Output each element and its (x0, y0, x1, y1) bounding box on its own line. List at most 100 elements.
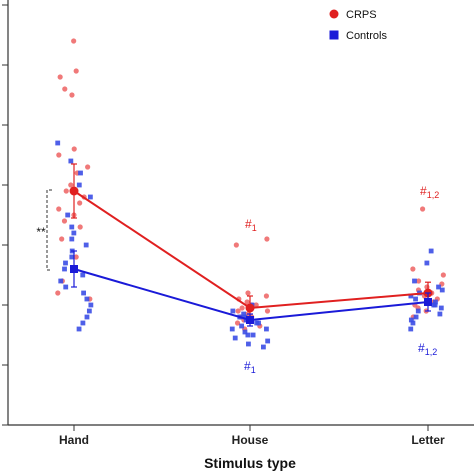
data-point-controls (76, 326, 82, 332)
data-point-crps (410, 266, 416, 272)
data-point-controls (58, 278, 64, 284)
x-tick-label-letter: Letter (411, 433, 445, 447)
mean-marker-controls (70, 265, 78, 273)
data-point-controls (239, 323, 245, 329)
data-point-controls (76, 182, 82, 188)
data-point-crps (77, 200, 83, 206)
data-point-controls (63, 284, 69, 290)
data-point-crps (420, 206, 426, 212)
data-point-controls (69, 254, 75, 260)
data-point-controls (408, 293, 414, 299)
legend-label-crps: CRPS (346, 9, 377, 21)
data-point-controls (65, 212, 71, 218)
legend-label-controls: Controls (346, 30, 387, 42)
line-layer (69, 163, 433, 327)
data-point-crps (85, 164, 91, 170)
data-point-crps (263, 293, 270, 299)
mean-marker-controls (246, 316, 254, 324)
data-point-controls (413, 314, 419, 320)
data-point-controls (250, 332, 256, 338)
x-tick-label-hand: Hand (59, 433, 89, 447)
data-point-crps (233, 242, 239, 248)
data-point-crps (69, 92, 75, 98)
mean-marker-controls (424, 298, 432, 306)
data-point-controls (81, 290, 86, 296)
data-point-crps (63, 188, 69, 194)
data-point-controls (415, 308, 421, 314)
house-crps-annotation: #1 (245, 217, 257, 233)
data-point-crps (57, 74, 63, 80)
data-point-controls (264, 326, 269, 332)
data-point-controls (437, 311, 443, 317)
data-point-crps (56, 152, 62, 158)
data-point-crps (244, 299, 250, 305)
data-point-controls (84, 296, 90, 302)
data-point-controls (424, 260, 430, 266)
data-point-crps (68, 182, 74, 188)
data-point-controls (241, 311, 247, 317)
legend-marker-controls (329, 30, 339, 40)
data-point-controls (245, 332, 251, 338)
data-point-controls (410, 320, 416, 326)
mean-marker-crps (245, 303, 255, 313)
data-point-controls (413, 296, 418, 302)
data-point-crps (73, 68, 79, 74)
data-point-controls (78, 170, 83, 176)
data-point-controls (436, 284, 441, 290)
legend-marker-crps (329, 9, 339, 19)
data-point-controls (246, 341, 251, 347)
data-point-controls (412, 278, 417, 284)
data-point-crps (59, 236, 65, 242)
letter-controls-annotation: #1,2 (418, 341, 437, 357)
x-axis-title: Stimulus type (204, 455, 296, 471)
data-point-controls (69, 236, 75, 242)
house-controls-annotation: #1 (244, 359, 256, 375)
data-point-crps (61, 218, 68, 224)
data-point-crps (264, 236, 270, 242)
data-point-crps (234, 320, 241, 326)
data-point-controls (408, 317, 414, 323)
data-point-crps (245, 290, 251, 296)
data-point-crps (235, 308, 241, 314)
data-point-controls (433, 299, 438, 305)
significance-label: ** (36, 225, 46, 239)
data-point-controls (232, 335, 238, 341)
data-point-controls (87, 194, 93, 200)
y-ticks (2, 4, 8, 426)
data-point-crps (77, 224, 83, 230)
data-point-controls (242, 329, 248, 335)
data-point-controls (69, 224, 75, 230)
data-point-controls (265, 338, 271, 344)
data-point-controls (80, 320, 86, 326)
data-point-crps (55, 290, 61, 296)
data-point-controls (83, 242, 89, 248)
letter-crps-annotation: #1,2 (420, 184, 439, 200)
data-point-crps (71, 146, 77, 152)
data-point-crps (56, 206, 62, 212)
data-point-crps (62, 86, 68, 92)
data-point-controls (408, 326, 414, 332)
data-point-controls (230, 308, 236, 314)
legend: CRPS Controls (329, 9, 387, 42)
significance-bracket (46, 189, 52, 271)
data-point-crps (253, 302, 259, 308)
data-point-crps (415, 278, 422, 284)
data-point-crps (73, 254, 79, 260)
data-point-controls (229, 326, 235, 332)
data-point-controls (88, 302, 94, 308)
data-point-controls (63, 260, 68, 266)
x-ticks (73, 425, 429, 431)
data-point-crps (239, 305, 245, 311)
data-point-controls (71, 230, 77, 236)
data-point-controls (431, 302, 437, 308)
data-point-controls (68, 158, 74, 164)
data-point-controls (438, 305, 444, 311)
data-point-controls (86, 308, 92, 314)
data-point-crps (264, 308, 271, 314)
data-point-controls (62, 266, 67, 272)
data-point-controls (256, 320, 261, 326)
data-point-crps (440, 272, 446, 278)
data-point-controls (80, 272, 86, 278)
data-point-controls (261, 344, 266, 350)
